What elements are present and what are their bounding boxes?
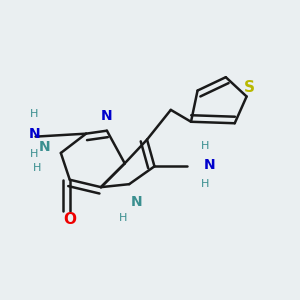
Text: N: N bbox=[39, 140, 50, 154]
Text: N: N bbox=[204, 158, 215, 172]
Text: O: O bbox=[63, 212, 76, 227]
Text: H: H bbox=[30, 149, 38, 160]
Text: H: H bbox=[30, 109, 38, 119]
Text: H: H bbox=[33, 163, 41, 173]
Text: H: H bbox=[201, 140, 209, 151]
Text: N: N bbox=[131, 195, 142, 209]
Text: S: S bbox=[244, 80, 255, 95]
Text: N: N bbox=[101, 109, 113, 123]
Text: H: H bbox=[119, 213, 128, 224]
Text: N: N bbox=[28, 127, 40, 141]
Text: H: H bbox=[201, 179, 209, 189]
